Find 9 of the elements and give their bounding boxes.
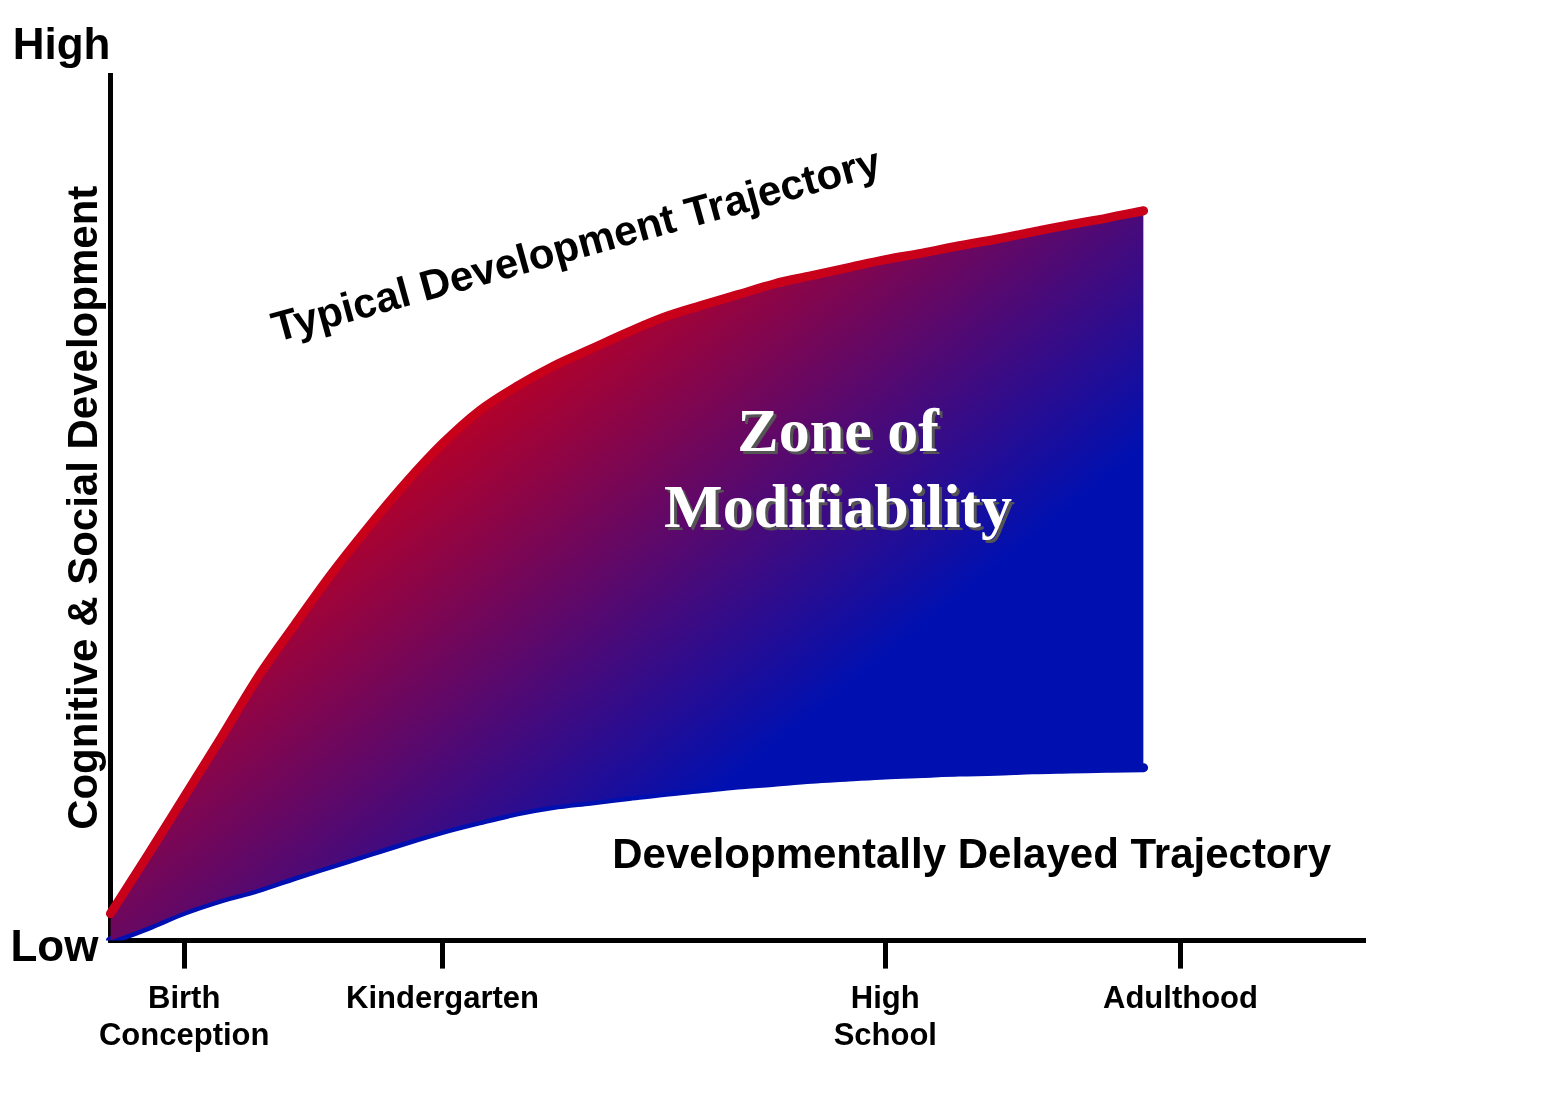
y-axis-title: Cognitive & Social Development: [58, 185, 106, 830]
text: High: [12, 19, 111, 69]
text: Low: [10, 920, 100, 970]
annotation: Zone of Modifiability: [667, 396, 1016, 544]
x-tick-label: Birth Conception: [98, 979, 270, 1052]
x-tick-label: Kindergarten: [346, 979, 539, 1015]
x-tick-label: Adulthood: [1103, 979, 1258, 1015]
series-label: Developmentally Delayed Trajectory: [612, 829, 1332, 877]
x-tick-label: High School: [833, 979, 937, 1052]
